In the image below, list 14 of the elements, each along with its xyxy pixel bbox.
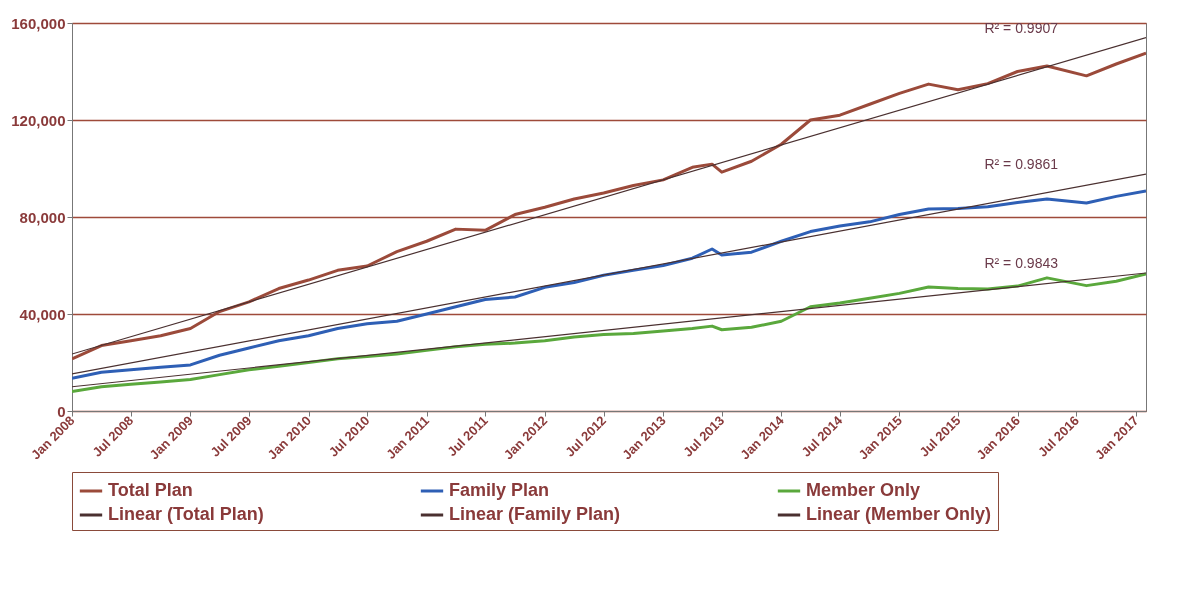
y-tick-label: 120,000 [11, 111, 66, 129]
legend-label: Family Plan [449, 480, 550, 500]
legend-label: Total Plan [108, 480, 193, 500]
y-tick-label: 80,000 [19, 208, 66, 226]
legend-label: Linear (Member Only) [806, 504, 992, 524]
annotation: R² = 0.9843 [984, 255, 1059, 272]
y-tick-label: 40,000 [19, 305, 66, 323]
annotation: R² = 0.9861 [984, 156, 1059, 173]
legend-label: Linear (Family Plan) [449, 504, 621, 524]
y-tick-label: 0 [57, 402, 66, 420]
legend-label: Linear (Total Plan) [108, 504, 264, 524]
annotation: R² = 0.9907 [984, 19, 1059, 36]
legend-label: Member Only [806, 480, 921, 500]
y-tick-label: 160,000 [11, 14, 66, 32]
